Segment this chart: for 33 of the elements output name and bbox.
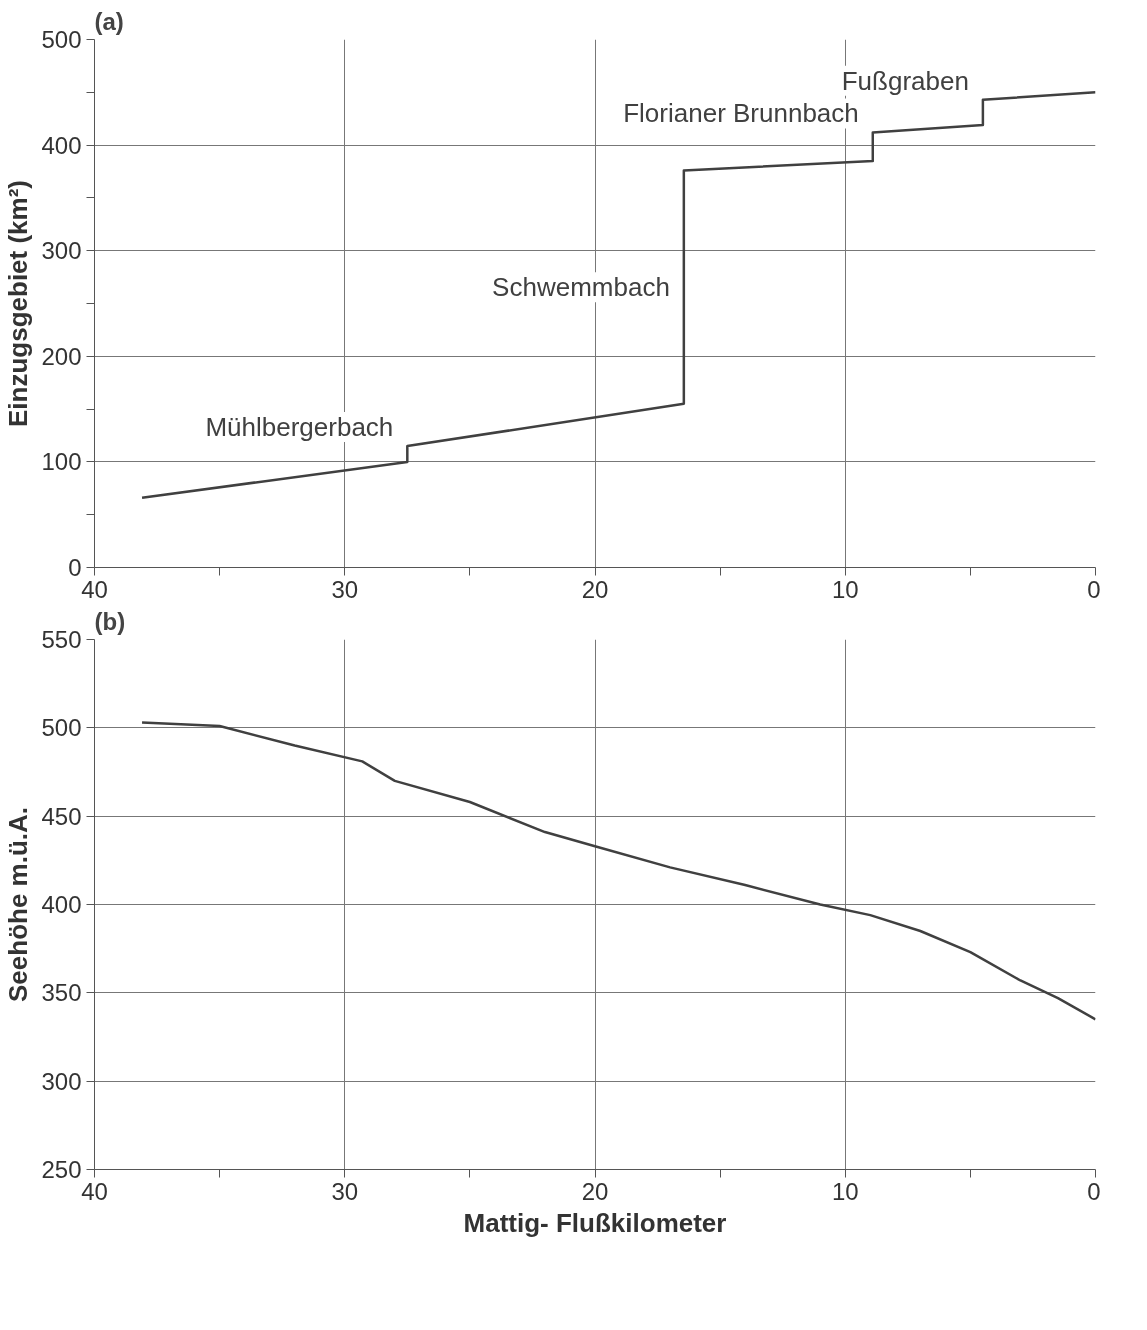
y-tick-label: 250 — [41, 1156, 82, 1183]
y-tick-label: 500 — [41, 714, 82, 742]
x-tick-label: 40 — [81, 1177, 108, 1205]
chart-title: (b) — [94, 607, 126, 635]
x-tick-label: 30 — [331, 575, 359, 603]
y-tick-label: 0 — [68, 554, 82, 581]
annotation: Fußgraben — [841, 65, 969, 96]
y-tick-label: 300 — [41, 237, 82, 265]
chart-title: (a) — [94, 7, 124, 35]
y-tick-label: 500 — [41, 26, 82, 53]
x-tick-label: 40 — [81, 575, 108, 603]
x-axis-title: Mattig- Flußkilometer — [463, 1207, 727, 1238]
x-tick-label: 20 — [581, 575, 609, 603]
y-axis-title: Seehöhe m.ü.A. — [3, 806, 34, 1003]
y-tick-label: 550 — [41, 626, 82, 653]
line-series — [140, 721, 1096, 1021]
y-tick-label: 350 — [41, 979, 82, 1007]
x-tick-label: 10 — [831, 1177, 859, 1205]
x-tick-label: 10 — [831, 575, 859, 603]
y-tick-label: 200 — [41, 342, 82, 370]
x-tick-label: 30 — [331, 1177, 359, 1205]
x-tick-label: 20 — [581, 1177, 609, 1205]
annotation: Mühlbergerbach — [205, 412, 394, 443]
x-tick-label: 0 — [1087, 575, 1101, 603]
x-tick-label: 0 — [1087, 1177, 1101, 1205]
annotation: Florianer Brunnbach — [623, 98, 859, 129]
y-tick-label: 450 — [41, 802, 82, 830]
y-axis-title: Einzugsgebiet (km²) — [3, 179, 34, 428]
y-tick-label: 400 — [41, 131, 82, 159]
y-tick-label: 400 — [41, 891, 82, 918]
y-tick-label: 300 — [41, 1067, 82, 1095]
y-tick-label: 100 — [41, 448, 82, 476]
annotation: Schwemmbach — [492, 272, 670, 303]
